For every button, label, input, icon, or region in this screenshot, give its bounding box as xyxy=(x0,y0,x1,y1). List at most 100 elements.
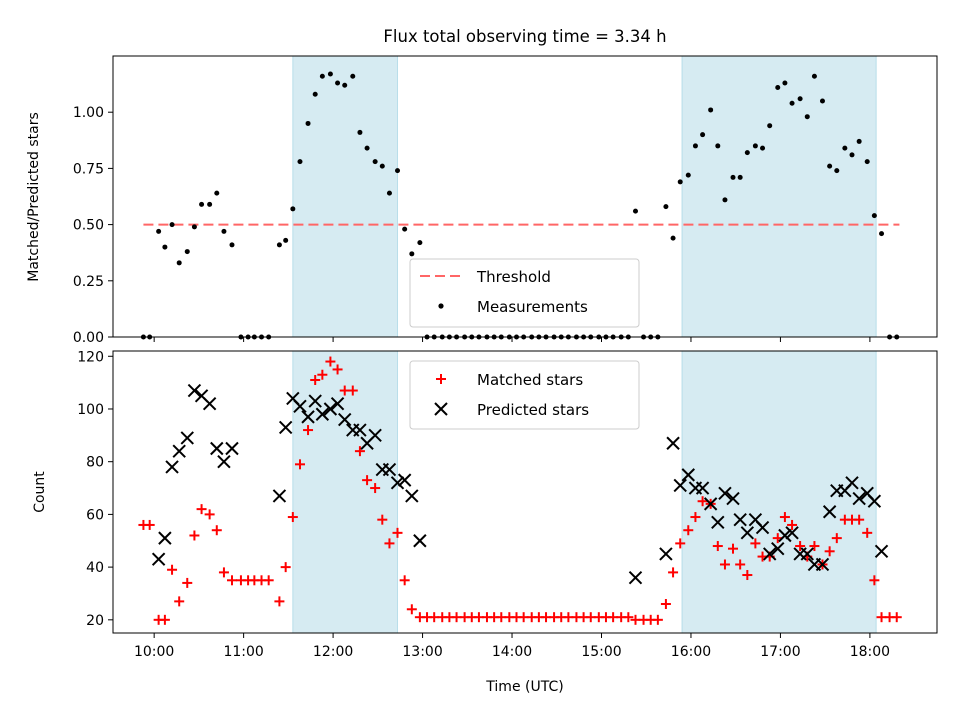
matched-point xyxy=(787,519,798,530)
matched-point xyxy=(735,559,746,570)
predicted-point xyxy=(695,481,710,495)
measurement-point xyxy=(276,242,282,248)
matched-point xyxy=(623,612,634,623)
measurement-point xyxy=(297,159,303,165)
matched-point xyxy=(728,543,739,554)
bottom-y-tick-label: 40 xyxy=(86,560,104,576)
measurement-point xyxy=(715,143,721,149)
measurement-point xyxy=(677,179,683,185)
matched-point xyxy=(174,596,185,607)
predicted-point xyxy=(785,526,799,540)
matched-point xyxy=(196,504,207,515)
predicted-point xyxy=(711,515,725,530)
predicted-point xyxy=(771,541,785,556)
measurement-point xyxy=(283,237,289,243)
measurement-point xyxy=(782,80,788,86)
bottom-x-tick-label: 13:00 xyxy=(402,644,442,660)
measurement-point xyxy=(856,138,862,144)
measurement-point xyxy=(395,168,401,174)
measurement-point xyxy=(229,242,235,248)
matched-point xyxy=(347,385,358,396)
x-axis-label: Time (UTC) xyxy=(485,679,563,695)
matched-point xyxy=(280,562,291,573)
bottom-y-tick-label: 100 xyxy=(77,402,104,418)
predicted-point xyxy=(278,420,293,435)
measurement-point xyxy=(730,174,736,180)
measurement-point xyxy=(871,213,877,219)
measurement-point xyxy=(842,145,848,151)
predicted-point xyxy=(673,478,687,493)
predicted-point xyxy=(413,534,427,548)
top-legend-box xyxy=(409,258,640,328)
matched-point xyxy=(362,475,373,486)
top-y-tick-label: 0.00 xyxy=(73,330,104,346)
predicted-point xyxy=(800,547,814,561)
matched-point xyxy=(303,425,314,436)
bottom-y-tick-label: 120 xyxy=(77,349,104,365)
matched-point xyxy=(683,525,694,536)
measurement-point xyxy=(708,107,714,113)
matched-point xyxy=(325,356,336,367)
matched-point xyxy=(377,514,388,525)
predicted-point xyxy=(703,497,718,511)
predicted-point xyxy=(165,460,179,474)
matched-point xyxy=(742,570,753,581)
measurement-point xyxy=(169,222,175,228)
measurement-point xyxy=(156,228,162,234)
predicted-point xyxy=(778,528,792,543)
matched-point xyxy=(779,512,790,523)
predicted-point xyxy=(301,410,315,424)
matched-point xyxy=(697,496,708,507)
predicted-point xyxy=(628,570,643,585)
matched-point xyxy=(211,525,222,536)
matched-point xyxy=(392,527,403,538)
measurement-point xyxy=(417,240,423,246)
bottom-x-tick-label: 10:00 xyxy=(134,644,174,660)
top-plot-frame xyxy=(112,55,938,338)
predicted-point xyxy=(382,462,397,477)
matched-point xyxy=(294,459,305,470)
matched-point xyxy=(226,575,237,586)
bottom-x-tick-label: 17:00 xyxy=(760,644,800,660)
predicted-point xyxy=(845,476,859,490)
measurement-point xyxy=(199,201,205,207)
matched-point xyxy=(182,577,193,588)
predicted-point xyxy=(323,402,338,416)
matched-point xyxy=(384,538,395,549)
measurement-point xyxy=(752,143,758,149)
predicted-point xyxy=(338,412,352,427)
matched-point xyxy=(891,612,902,623)
measurement-point xyxy=(364,145,370,151)
top-y-tick-label: 0.50 xyxy=(73,218,104,234)
measurement-point xyxy=(670,235,676,241)
predicted-point xyxy=(815,557,830,572)
matched-point xyxy=(354,446,365,457)
measurement-point xyxy=(775,84,781,90)
matched-point xyxy=(668,567,679,578)
measurement-point xyxy=(221,228,227,234)
matched-point xyxy=(310,374,321,385)
bottom-x-tick-label: 18:00 xyxy=(850,644,890,660)
predicted-points xyxy=(151,383,889,585)
predicted-point xyxy=(368,428,382,443)
measurement-point xyxy=(372,159,378,165)
bottom-x-axis: 10:00 11:00 12:00 13:00 14:00 15:00 16:00 17:00… xyxy=(134,633,890,660)
bottom-legend: Matched stars Predicted stars xyxy=(409,360,640,430)
measurement-point xyxy=(162,244,168,250)
bottom-plot-frame xyxy=(112,350,938,634)
bottom-y-tick-label: 60 xyxy=(86,507,104,523)
top-y-tick-label: 1.00 xyxy=(73,105,104,121)
predicted-point xyxy=(172,444,186,458)
predicted-point xyxy=(681,468,695,482)
top-shaded-intervals xyxy=(292,55,877,338)
predicted-point xyxy=(293,399,307,414)
bottom-legend-box xyxy=(409,360,640,430)
top-y-tick-label: 0.75 xyxy=(73,161,104,177)
matched-point xyxy=(144,519,155,530)
top-y-axis-label: Matched/Predicted stars xyxy=(26,112,42,282)
bottom-x-tick-label: 12:00 xyxy=(313,644,353,660)
measurement-point xyxy=(849,152,855,158)
measurement-point xyxy=(827,163,833,169)
measurement-point xyxy=(290,206,296,212)
